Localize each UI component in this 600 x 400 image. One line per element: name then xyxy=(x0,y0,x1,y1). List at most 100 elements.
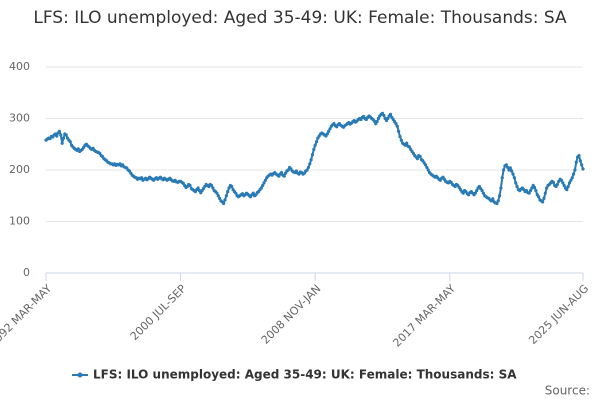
series-line xyxy=(45,111,584,206)
data-point xyxy=(573,168,577,172)
data-point xyxy=(312,147,316,151)
data-point xyxy=(209,183,214,188)
data-point xyxy=(515,184,519,189)
y-tick-label: 100 xyxy=(9,215,30,228)
data-point xyxy=(559,178,564,182)
data-point xyxy=(327,129,331,133)
data-point xyxy=(388,112,393,116)
data-point xyxy=(542,196,546,200)
data-point xyxy=(68,140,72,144)
data-point xyxy=(139,176,144,180)
source-label: Source: xyxy=(545,384,590,398)
data-point xyxy=(61,136,66,140)
data-point xyxy=(407,145,411,149)
y-tick-label: 400 xyxy=(9,60,30,73)
data-point xyxy=(415,157,420,161)
data-point xyxy=(251,191,255,195)
data-point xyxy=(230,184,234,189)
data-point xyxy=(215,191,219,195)
data-point xyxy=(475,189,479,193)
data-point xyxy=(491,197,495,201)
data-point xyxy=(55,134,59,138)
data-point xyxy=(309,158,313,162)
data-point xyxy=(328,127,332,131)
data-point xyxy=(473,191,477,195)
data-point xyxy=(500,176,504,180)
data-point xyxy=(372,119,376,123)
data-point xyxy=(216,194,220,198)
data-point xyxy=(375,119,379,124)
data-point xyxy=(461,191,465,195)
data-point xyxy=(545,186,549,190)
data-point xyxy=(581,167,585,171)
data-point xyxy=(394,122,398,126)
data-point xyxy=(580,163,584,167)
data-point xyxy=(570,176,574,180)
data-point xyxy=(405,141,409,145)
y-tick-label: 0 xyxy=(23,266,30,279)
data-point xyxy=(376,116,381,121)
data-point xyxy=(510,169,514,173)
data-point xyxy=(188,183,192,188)
data-point xyxy=(224,194,228,198)
data-point xyxy=(308,162,312,166)
data-point xyxy=(561,181,565,185)
data-point xyxy=(569,178,573,182)
data-point xyxy=(386,116,390,121)
x-tick-label: 2017 MAR-MAY xyxy=(390,282,458,350)
data-point xyxy=(426,168,430,172)
data-point xyxy=(534,189,538,193)
legend-label: LFS: ILO unemployed: Aged 35-49: UK: Fem… xyxy=(93,368,517,382)
data-point xyxy=(314,140,319,144)
data-point xyxy=(261,183,265,188)
data-point xyxy=(305,168,309,172)
data-point xyxy=(481,191,486,195)
data-point xyxy=(495,201,499,206)
data-point xyxy=(222,201,226,206)
data-point xyxy=(501,168,506,172)
data-point xyxy=(423,163,428,167)
data-point xyxy=(511,172,515,176)
x-tick-label: 1992 MAR-MAY xyxy=(0,282,54,350)
x-tick-label: 2025 JUN-AUG xyxy=(526,282,591,347)
data-point xyxy=(397,129,401,133)
data-point xyxy=(313,143,317,147)
data-point xyxy=(64,133,68,137)
chart-title: LFS: ILO unemployed: Aged 35-49: UK: Fem… xyxy=(33,8,567,28)
data-point xyxy=(76,147,80,151)
data-point xyxy=(571,172,576,176)
data-point xyxy=(223,198,227,202)
data-point xyxy=(395,124,399,128)
data-point xyxy=(512,176,516,180)
data-point xyxy=(218,196,222,200)
data-point xyxy=(226,190,230,194)
data-point xyxy=(382,113,386,118)
data-point xyxy=(259,186,263,190)
data-point xyxy=(499,186,503,190)
y-tick-label: 300 xyxy=(9,112,30,125)
data-point xyxy=(506,165,510,170)
data-point xyxy=(530,186,534,190)
data-point xyxy=(555,182,560,187)
data-point xyxy=(306,165,311,170)
data-point xyxy=(234,191,238,195)
data-point xyxy=(196,186,200,190)
data-point xyxy=(562,183,566,188)
data-point xyxy=(325,132,329,136)
data-point xyxy=(497,194,502,198)
data-point xyxy=(574,160,578,164)
data-point xyxy=(541,200,545,204)
data-point xyxy=(59,133,63,137)
x-tick-label: 2008 NOV-JAN xyxy=(259,282,324,347)
data-point xyxy=(532,185,537,190)
data-point xyxy=(514,181,518,185)
data-point xyxy=(60,141,64,145)
data-point xyxy=(527,191,531,195)
data-point xyxy=(578,159,582,163)
data-point xyxy=(211,186,215,190)
data-point xyxy=(227,186,231,190)
data-point xyxy=(566,184,570,189)
data-point xyxy=(286,168,290,172)
